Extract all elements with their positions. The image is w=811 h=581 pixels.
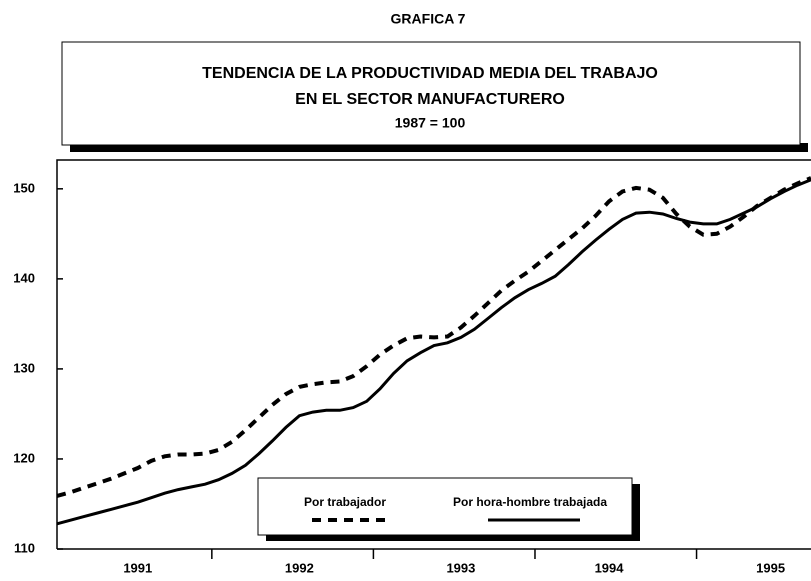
x-tick-label: 1995: [756, 560, 785, 575]
y-tick-label: 120: [13, 450, 35, 465]
chart-base: 1987 = 100: [395, 115, 466, 131]
chart-subtitle: EN EL SECTOR MANUFACTURERO: [295, 91, 565, 108]
x-tick-label: 1991: [123, 560, 152, 575]
series-line: [56, 176, 811, 498]
chart-title: TENDENCIA DE LA PRODUCTIVIDAD MEDIA DEL …: [202, 65, 658, 82]
y-tick-label: 110: [14, 540, 35, 555]
x-tick-label: 1993: [446, 560, 475, 575]
title-box-shadow: [70, 143, 808, 152]
y-tick-label: 130: [13, 360, 35, 375]
y-tick-label: 140: [13, 270, 35, 285]
legend-box: [257, 477, 633, 536]
x-tick-label: 1994: [595, 560, 625, 575]
x-tick-label: 1992: [285, 560, 314, 575]
legend-label: Por trabajador: [304, 495, 386, 509]
legend-label: Por hora-hombre trabajada: [453, 495, 607, 509]
title-box: [61, 41, 801, 146]
plot-frame: [56, 159, 811, 549]
y-tick-label: 150: [13, 180, 35, 195]
series-line: [56, 178, 811, 526]
chart-heading: GRAFICA 7: [391, 11, 466, 27]
